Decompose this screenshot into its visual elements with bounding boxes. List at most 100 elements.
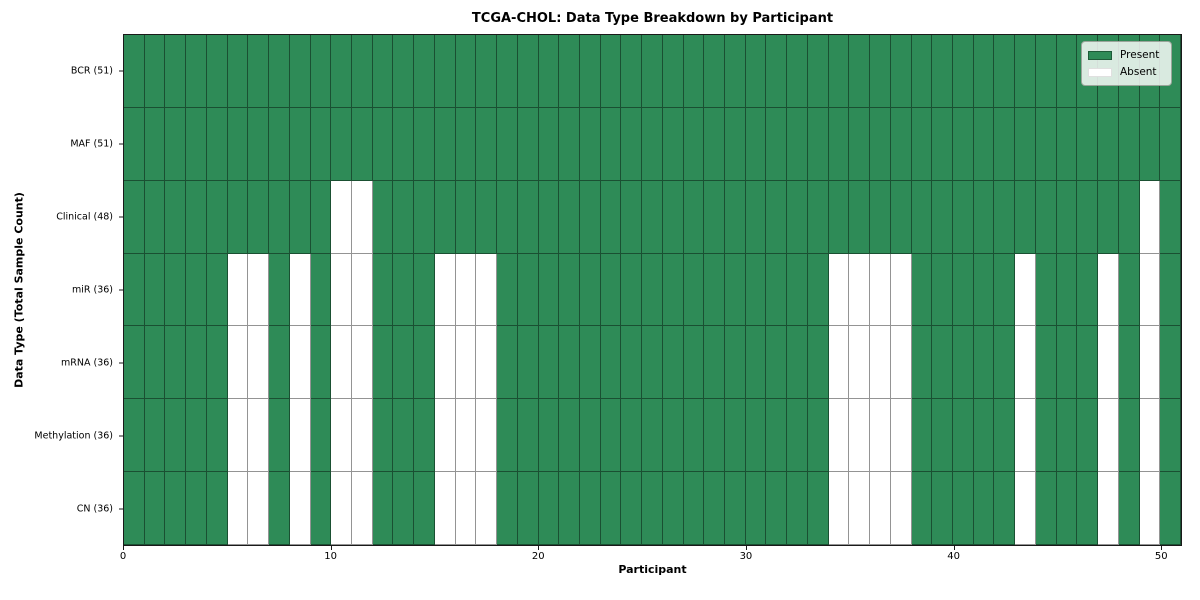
y-tick-label: Clinical (48) — [56, 211, 113, 223]
heatmap-cell — [1056, 399, 1078, 473]
y-tick-label: CN (36) — [76, 503, 113, 515]
heatmap-cell — [828, 472, 850, 545]
y-axis-tick-labels: BCR (51) MAF (51) Clinical (48) miR (36) mRN… — [0, 34, 115, 546]
heatmap-cell — [476, 326, 498, 400]
heatmap-cell — [372, 399, 394, 473]
heatmap-cell — [289, 107, 311, 181]
heatmap-cell — [1160, 107, 1181, 181]
heatmap-cell — [455, 107, 477, 181]
heatmap-cell — [870, 399, 891, 473]
heatmap-cell — [745, 107, 767, 181]
heatmap-cell — [393, 107, 415, 181]
heatmap-cell — [704, 326, 726, 400]
x-tick-label: 50 — [1154, 551, 1168, 562]
heatmap-row — [124, 399, 1181, 473]
legend-item-absent: Absent — [1088, 64, 1165, 81]
heatmap-cell — [932, 326, 954, 400]
heatmap-cell — [414, 472, 435, 545]
legend-item-present: Present — [1088, 47, 1165, 64]
heatmap-cell — [766, 472, 788, 545]
heatmap-cell — [414, 399, 435, 473]
heatmap-cell — [766, 253, 788, 327]
heatmap-cell — [248, 399, 270, 473]
heatmap-cell — [269, 253, 290, 327]
heatmap-cell — [517, 35, 539, 108]
y-tick-mark — [119, 143, 123, 145]
heatmap-cell — [745, 326, 767, 400]
heatmap-cell — [165, 107, 187, 181]
heatmap-cell — [434, 180, 456, 254]
heatmap-cell — [725, 180, 746, 254]
heatmap-cell — [621, 180, 643, 254]
heatmap-cell — [186, 107, 207, 181]
heatmap-cell — [269, 35, 290, 108]
heatmap-cell — [932, 472, 954, 545]
heatmap-cell — [600, 180, 622, 254]
heatmap-cell — [766, 326, 788, 400]
y-axis-ticks — [119, 34, 123, 546]
heatmap-cell — [497, 253, 518, 327]
heatmap-cell — [1035, 399, 1057, 473]
heatmap-cell — [932, 35, 954, 108]
heatmap-cell — [849, 399, 871, 473]
heatmap-cell — [1056, 35, 1078, 108]
heatmap-cell — [870, 326, 891, 400]
x-tick-mark — [330, 546, 332, 550]
heatmap-cell — [994, 399, 1016, 473]
heatmap-cell — [1098, 107, 1119, 181]
heatmap-cell — [434, 472, 456, 545]
heatmap-cell — [1139, 253, 1161, 327]
heatmap-cell — [662, 472, 684, 545]
heatmap-cell — [186, 35, 207, 108]
heatmap-cell — [144, 180, 166, 254]
y-tick-mark — [119, 362, 123, 364]
heatmap-cell — [662, 180, 684, 254]
heatmap-cell — [248, 107, 270, 181]
heatmap-cell — [911, 399, 933, 473]
heatmap-cell — [1098, 253, 1119, 327]
heatmap-cell — [331, 35, 352, 108]
heatmap-cell — [186, 180, 207, 254]
heatmap-cell — [807, 472, 829, 545]
heatmap-cell — [310, 399, 332, 473]
heatmap-cell — [414, 253, 435, 327]
heatmap-cell — [497, 180, 518, 254]
heatmap-cell — [890, 180, 912, 254]
heatmap-cell — [310, 326, 332, 400]
heatmap-cell — [289, 253, 311, 327]
heatmap-cell — [124, 180, 145, 254]
heatmap-cell — [476, 472, 498, 545]
heatmap-cell — [455, 180, 477, 254]
heatmap-cell — [393, 399, 415, 473]
heatmap-cell — [704, 180, 726, 254]
heatmap-cell — [787, 253, 808, 327]
heatmap-cell — [331, 107, 352, 181]
heatmap-grid — [124, 35, 1181, 545]
heatmap-cell — [994, 326, 1016, 400]
heatmap-cell — [1077, 180, 1099, 254]
legend-label-present: Present — [1120, 49, 1160, 61]
heatmap-cell — [1160, 399, 1181, 473]
heatmap-cell — [745, 35, 767, 108]
heatmap-cell — [807, 35, 829, 108]
heatmap-cell — [849, 472, 871, 545]
heatmap-cell — [1056, 326, 1078, 400]
heatmap-cell — [973, 180, 995, 254]
heatmap-cell — [497, 35, 518, 108]
heatmap-cell — [517, 326, 539, 400]
heatmap-cell — [269, 180, 290, 254]
heatmap-cell — [725, 326, 746, 400]
heatmap-cell — [932, 253, 954, 327]
heatmap-cell — [683, 399, 705, 473]
heatmap-cell — [186, 253, 207, 327]
heatmap-cell — [186, 399, 207, 473]
heatmap-cell — [144, 107, 166, 181]
heatmap-cell — [289, 399, 311, 473]
heatmap-cell — [414, 180, 435, 254]
heatmap-cell — [642, 399, 663, 473]
heatmap-cell — [331, 399, 352, 473]
heatmap-cell — [206, 253, 228, 327]
heatmap-cell — [870, 180, 891, 254]
heatmap-cell — [849, 326, 871, 400]
heatmap-cell — [807, 107, 829, 181]
